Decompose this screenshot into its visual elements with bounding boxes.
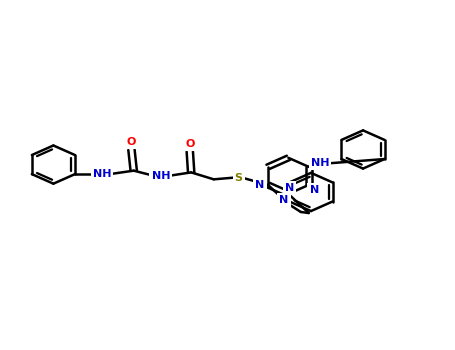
Text: N: N	[279, 195, 288, 205]
Text: NH: NH	[93, 169, 111, 179]
Text: O: O	[185, 139, 194, 149]
Text: N: N	[309, 185, 319, 195]
Text: NH: NH	[311, 158, 329, 168]
Text: O: O	[127, 137, 136, 147]
Text: NH: NH	[152, 171, 170, 181]
Text: S: S	[235, 173, 243, 183]
Text: N: N	[255, 180, 264, 190]
Text: N: N	[285, 183, 294, 193]
